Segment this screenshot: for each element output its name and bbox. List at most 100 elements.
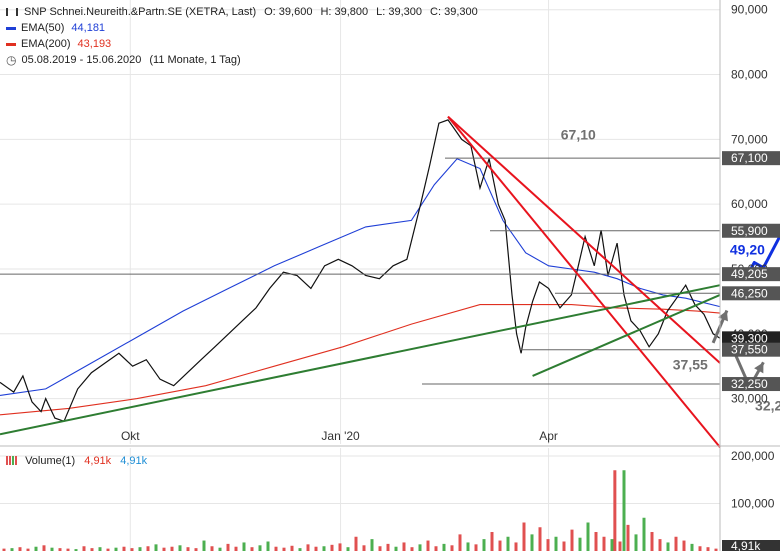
volume-bar bbox=[490, 532, 494, 551]
volume-value-1: 4,91k bbox=[84, 455, 112, 467]
volume-bar bbox=[570, 529, 574, 551]
volume-bar bbox=[658, 539, 662, 551]
volume-bars bbox=[2, 470, 718, 551]
y-tick-label: 30,000 bbox=[731, 392, 768, 406]
volume-bar bbox=[170, 546, 174, 551]
y-tick-label: 80,000 bbox=[731, 68, 768, 82]
instrument-row: SNP Schnei.Neureith.&Partn.SE (XETRA, La… bbox=[6, 4, 478, 20]
volume-bar bbox=[562, 541, 566, 551]
volume-bar bbox=[50, 547, 54, 551]
volume-bar bbox=[282, 547, 286, 551]
volume-bar bbox=[386, 543, 390, 551]
volume-bar bbox=[498, 540, 502, 551]
volume-bar bbox=[674, 536, 678, 551]
bounce-arrow-gray-head bbox=[754, 362, 764, 374]
volume-bar bbox=[402, 542, 406, 551]
volume-bar bbox=[298, 548, 302, 551]
volume-bar bbox=[2, 548, 6, 551]
volume-bar bbox=[434, 546, 438, 551]
volume-bar bbox=[594, 532, 598, 551]
volume-last-tag-bg bbox=[722, 540, 780, 551]
volume-bar bbox=[346, 547, 350, 551]
volume-bar bbox=[290, 545, 294, 551]
volume-bar bbox=[610, 539, 614, 551]
volume-icon bbox=[6, 456, 18, 465]
volume-bar-spike bbox=[622, 470, 626, 551]
x-tick-label: Jan '20 bbox=[321, 429, 360, 443]
volume-bar bbox=[82, 546, 86, 551]
y-tick-label: 60,000 bbox=[731, 197, 768, 211]
x-tick-label: Okt bbox=[121, 429, 140, 443]
level-tag: 37,550 bbox=[731, 343, 768, 357]
level-tag: 55,900 bbox=[731, 224, 768, 238]
volume-legend: Volume(1) 4,91k 4,91k bbox=[6, 455, 147, 467]
volume-bar bbox=[154, 544, 158, 551]
volume-bar bbox=[306, 544, 310, 551]
volume-bar bbox=[186, 547, 190, 551]
volume-bar bbox=[370, 539, 374, 551]
level-tag: 39,300 bbox=[731, 331, 768, 345]
volume-bar bbox=[138, 547, 142, 551]
open-value: O: 39,600 bbox=[264, 6, 313, 18]
ema-line-1 bbox=[0, 304, 721, 416]
volume-bar bbox=[42, 545, 46, 551]
volume-bar bbox=[234, 546, 238, 551]
volume-bar bbox=[682, 540, 686, 551]
volume-bar bbox=[482, 539, 486, 551]
volume-bar bbox=[602, 536, 606, 551]
level-tag-bg bbox=[722, 286, 780, 301]
volume-bar bbox=[442, 543, 446, 551]
volume-bar bbox=[34, 546, 38, 551]
level-tag: 46,250 bbox=[731, 286, 768, 300]
volume-bar bbox=[26, 548, 30, 551]
volume-bar bbox=[354, 536, 358, 551]
volume-bar bbox=[130, 548, 134, 551]
volume-bar bbox=[578, 537, 582, 551]
volume-value-2: 4,91k bbox=[120, 455, 148, 467]
volume-bar bbox=[242, 542, 246, 551]
volume-bar bbox=[546, 539, 550, 551]
ema50-value: 44,181 bbox=[71, 22, 106, 34]
level-tag-bg bbox=[722, 223, 780, 238]
clock-icon: ◷ bbox=[6, 53, 17, 67]
volume-bar bbox=[162, 547, 166, 551]
volume-tick-label: 100,000 bbox=[731, 497, 775, 511]
volume-bar bbox=[10, 548, 14, 551]
volume-bar bbox=[202, 540, 206, 551]
volume-bar bbox=[394, 546, 398, 551]
volume-bar bbox=[634, 534, 638, 551]
volume-bar bbox=[650, 532, 654, 551]
volume-bar bbox=[114, 547, 118, 551]
level-tag-bg bbox=[722, 377, 780, 392]
instrument-name: SNP Schnei.Neureith.&Partn.SE (XETRA, La… bbox=[24, 6, 257, 18]
volume-bar bbox=[90, 548, 94, 551]
volume-bar bbox=[322, 546, 326, 551]
volume-bar bbox=[226, 543, 230, 551]
volume-bar bbox=[458, 534, 462, 551]
volume-bar bbox=[178, 545, 182, 551]
volume-bar bbox=[466, 542, 470, 551]
level-tag: 67,100 bbox=[731, 151, 768, 165]
volume-bar bbox=[218, 547, 222, 551]
ema50-legend: EMA(50) 44,181 bbox=[6, 20, 478, 36]
ema200-label: EMA(200) bbox=[21, 38, 71, 50]
volume-bar bbox=[258, 545, 262, 551]
ema50-swatch bbox=[6, 26, 16, 30]
volume-bar bbox=[194, 548, 198, 551]
volume-bar-spike bbox=[613, 470, 617, 551]
volume-bar bbox=[690, 543, 694, 551]
annotation-label: 67,10 bbox=[561, 126, 596, 142]
volume-bar bbox=[378, 546, 382, 551]
volume-bar bbox=[698, 546, 702, 551]
volume-bar bbox=[266, 541, 270, 551]
volume-bar bbox=[666, 542, 670, 551]
volume-bar bbox=[706, 547, 710, 551]
level-tag-bg bbox=[722, 331, 780, 346]
high-value: H: 39,800 bbox=[320, 6, 369, 18]
volume-bar bbox=[642, 517, 646, 551]
volume-bar bbox=[106, 548, 110, 551]
annotation-label: 49,20 bbox=[730, 242, 765, 258]
volume-bar bbox=[626, 524, 630, 551]
ema200-value: 43,193 bbox=[77, 38, 112, 50]
